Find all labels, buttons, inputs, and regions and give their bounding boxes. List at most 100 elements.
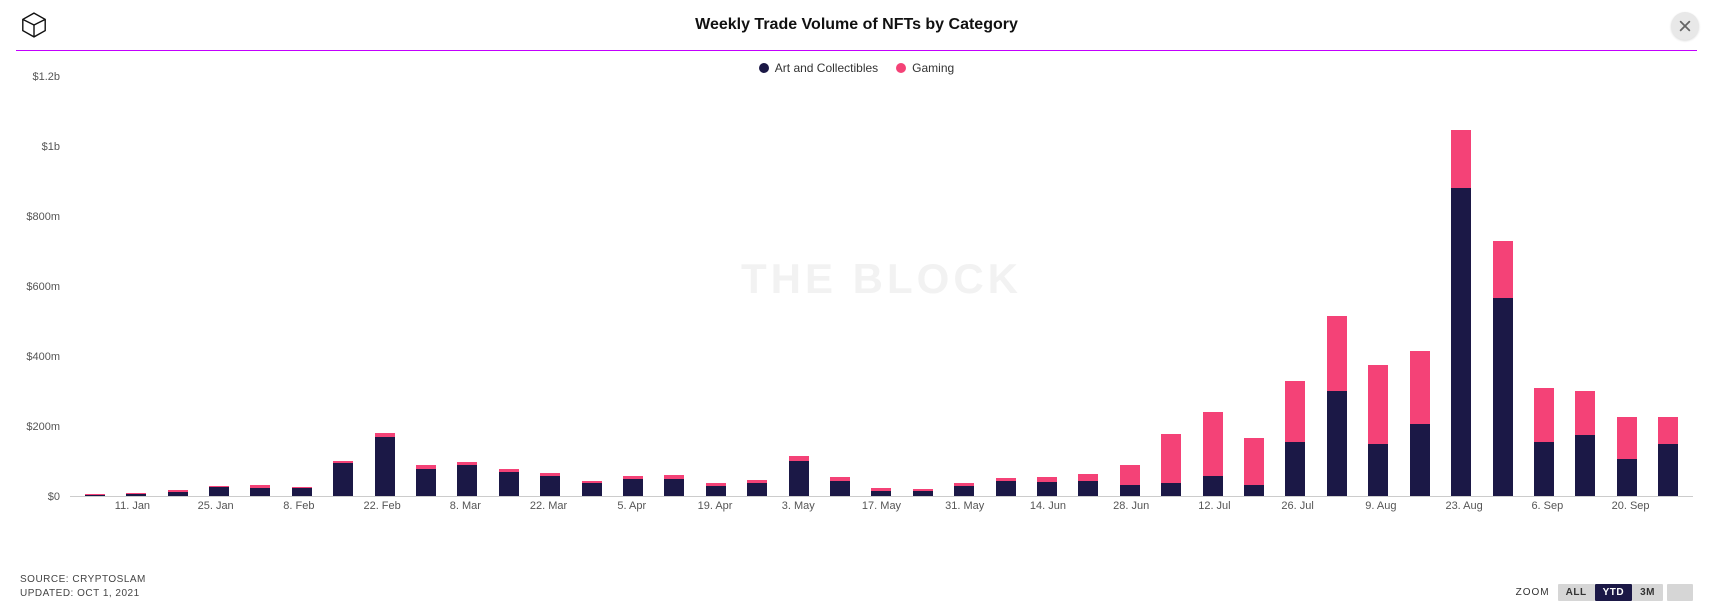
stacked-bar[interactable] — [1037, 477, 1057, 496]
legend-dot-icon — [896, 63, 906, 73]
stacked-bar[interactable] — [1617, 417, 1637, 496]
stacked-bar[interactable] — [1161, 434, 1181, 496]
close-button[interactable] — [1671, 12, 1699, 40]
stacked-bar[interactable] — [1244, 438, 1264, 496]
bar-slot — [529, 77, 570, 496]
bar-slot — [944, 77, 985, 496]
stacked-bar[interactable] — [1658, 417, 1678, 496]
footer-meta: SOURCE: CRYPTOSLAM UPDATED: OCT 1, 2021 — [20, 573, 146, 601]
stacked-bar[interactable] — [1327, 316, 1347, 496]
bar-segment-art — [1410, 424, 1430, 496]
stacked-bar[interactable] — [499, 469, 519, 496]
zoom-label: ZOOM — [1516, 587, 1550, 598]
bar-segment-gaming — [1327, 316, 1347, 391]
stacked-bar[interactable] — [375, 433, 395, 496]
legend-item[interactable]: Art and Collectibles — [759, 61, 878, 75]
bar-segment-gaming — [1285, 381, 1305, 442]
zoom-button-ytd[interactable]: YTD — [1595, 584, 1633, 601]
bar-segment-art — [996, 481, 1016, 496]
stacked-bar[interactable] — [1203, 412, 1223, 496]
bar-segment-art — [375, 437, 395, 497]
bar-segment-art — [664, 479, 684, 497]
bar-segment-art — [954, 486, 974, 496]
stacked-bar[interactable] — [830, 477, 850, 496]
stacked-bar[interactable] — [1285, 381, 1305, 497]
stacked-bar[interactable] — [1078, 474, 1098, 496]
stacked-bar[interactable] — [457, 462, 477, 496]
stacked-bar[interactable] — [292, 487, 312, 496]
legend-item[interactable]: Gaming — [896, 61, 954, 75]
bar-segment-art — [250, 488, 270, 496]
y-tick-label: $600m — [26, 281, 60, 293]
stacked-bar[interactable] — [540, 473, 560, 496]
bar-slot — [1523, 77, 1564, 496]
stacked-bar[interactable] — [789, 456, 809, 496]
bar-segment-art — [1617, 459, 1637, 496]
bar-segment-art — [209, 487, 229, 496]
bar-segment-art — [789, 461, 809, 496]
plot-area — [70, 77, 1693, 497]
bar-slot — [612, 77, 653, 496]
bar-slot — [157, 77, 198, 496]
stacked-bar[interactable] — [623, 476, 643, 496]
x-tick-label: 20. Sep — [1612, 500, 1650, 512]
stacked-bar[interactable] — [913, 489, 933, 496]
stacked-bar[interactable] — [1410, 351, 1430, 496]
stacked-bar[interactable] — [126, 493, 146, 496]
stacked-bar[interactable] — [416, 465, 436, 496]
stacked-bar[interactable] — [664, 475, 684, 496]
x-tick-label: 28. Jun — [1113, 500, 1149, 512]
stacked-bar[interactable] — [1451, 130, 1471, 496]
stacked-bar[interactable] — [250, 485, 270, 496]
x-tick-label: 8. Feb — [283, 500, 314, 512]
stacked-bar[interactable] — [1493, 241, 1513, 497]
bar-slot — [447, 77, 488, 496]
stacked-bar[interactable] — [85, 494, 105, 496]
bar-slot — [1482, 77, 1523, 496]
stacked-bar[interactable] — [1575, 391, 1595, 496]
stacked-bar[interactable] — [209, 486, 229, 496]
bar-slot — [861, 77, 902, 496]
bar-slot — [571, 77, 612, 496]
bar-segment-art — [1493, 298, 1513, 496]
bar-slot — [1440, 77, 1481, 496]
bar-segment-gaming — [1617, 417, 1637, 459]
source-label: SOURCE: — [20, 574, 69, 585]
stacked-bar[interactable] — [871, 488, 891, 496]
y-axis: $0$200m$400m$600m$800m$1b$1.2b — [18, 77, 66, 497]
stacked-bar[interactable] — [996, 478, 1016, 496]
zoom-button-all[interactable]: ALL — [1558, 584, 1595, 601]
bar-slot — [819, 77, 860, 496]
bar-segment-art — [85, 495, 105, 496]
bar-segment-art — [168, 492, 188, 496]
stacked-bar[interactable] — [706, 483, 726, 496]
stacked-bar[interactable] — [1120, 465, 1140, 496]
bar-slot — [322, 77, 363, 496]
bar-segment-art — [1575, 435, 1595, 496]
bar-slot — [405, 77, 446, 496]
stacked-bar[interactable] — [333, 461, 353, 496]
zoom-blank-button[interactable] — [1667, 584, 1693, 601]
stacked-bar[interactable] — [747, 480, 767, 496]
bar-slot — [1109, 77, 1150, 496]
bar-segment-art — [871, 491, 891, 496]
x-tick-label: 22. Feb — [363, 500, 400, 512]
stacked-bar[interactable] — [1534, 388, 1554, 497]
stacked-bar[interactable] — [1368, 365, 1388, 496]
bar-slot — [654, 77, 695, 496]
bar-segment-gaming — [1410, 351, 1430, 425]
zoom-button-3m[interactable]: 3M — [1632, 584, 1663, 601]
zoom-controls: ZOOM ALLYTD3M — [1516, 584, 1693, 601]
bar-slot — [1068, 77, 1109, 496]
bar-slot — [1192, 77, 1233, 496]
bar-segment-gaming — [1244, 438, 1264, 485]
bar-segment-art — [1534, 442, 1554, 496]
source-value: CRYPTOSLAM — [72, 574, 146, 585]
stacked-bar[interactable] — [168, 490, 188, 496]
bar-segment-art — [540, 476, 560, 496]
bar-segment-gaming — [1493, 241, 1513, 299]
stacked-bar[interactable] — [582, 481, 602, 496]
stacked-bar[interactable] — [954, 483, 974, 496]
x-tick-label: 25. Jan — [198, 500, 234, 512]
bar-segment-gaming — [1658, 417, 1678, 443]
